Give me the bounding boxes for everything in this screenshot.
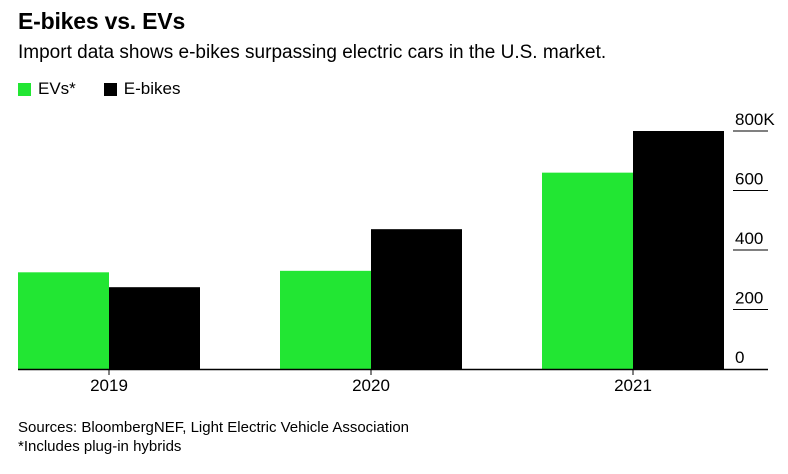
y-tick-label-200: 200 <box>735 289 763 308</box>
legend-label-evs: EVs* <box>38 79 76 98</box>
x-tick-label-2021: 2021 <box>614 376 652 395</box>
y-tick-label-0: 0 <box>735 348 744 367</box>
bar-evs-2019 <box>18 272 109 369</box>
sources-note: Sources: BloombergNEF, Light Electric Ve… <box>18 419 410 436</box>
chart-title: E-bikes vs. EVs <box>18 8 186 34</box>
y-tick-label-800: 800K <box>735 110 775 129</box>
legend: EVs* E-bikes <box>18 79 208 99</box>
y-tick-label-600: 600 <box>735 170 763 189</box>
legend-swatch-ebikes <box>103 82 117 96</box>
bar-ebikes-2019 <box>109 287 200 369</box>
legend-label-ebikes: E-bikes <box>123 79 181 98</box>
legend-item-evs: EVs* <box>18 79 76 99</box>
bar-ebikes-2021 <box>633 131 724 369</box>
y-tick-label-400: 400 <box>735 229 763 248</box>
legend-item-ebikes: E-bikes <box>103 79 181 99</box>
legend-swatch-evs <box>18 82 31 96</box>
bar-evs-2021 <box>542 172 633 369</box>
chart-footer: Sources: BloombergNEF, Light Electric Ve… <box>18 418 409 456</box>
x-tick-label-2019: 2019 <box>90 376 128 395</box>
bar-evs-2020 <box>280 270 371 369</box>
footnote: *Includes plug-in hybrids <box>18 438 182 455</box>
x-tick-label-2020: 2020 <box>352 376 390 395</box>
bar-ebikes-2020 <box>371 229 462 369</box>
chart-subtitle: Import data shows e-bikes surpassing ele… <box>18 42 607 63</box>
